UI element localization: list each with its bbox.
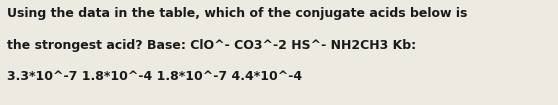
Text: Using the data in the table, which of the conjugate acids below is: Using the data in the table, which of th… bbox=[7, 7, 467, 20]
Text: the strongest acid? Base: ClO^- CO3^-2 HS^- NH2CH3 Kb:: the strongest acid? Base: ClO^- CO3^-2 H… bbox=[7, 39, 416, 52]
Text: 3.3*10^-7 1.8*10^-4 1.8*10^-7 4.4*10^-4: 3.3*10^-7 1.8*10^-4 1.8*10^-7 4.4*10^-4 bbox=[7, 70, 302, 83]
